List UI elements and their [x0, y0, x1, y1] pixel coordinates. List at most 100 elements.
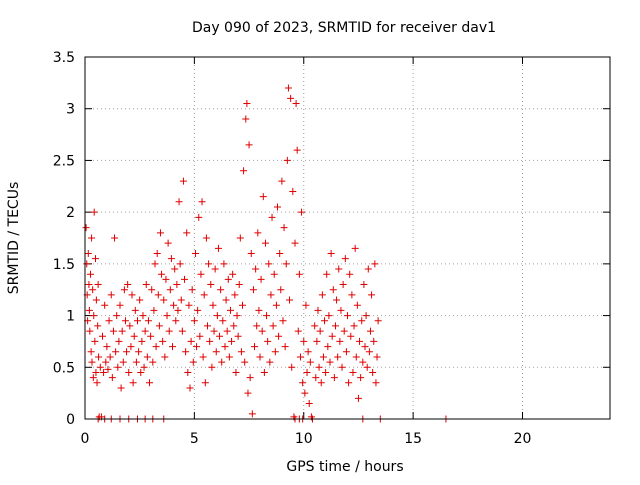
data-point [146, 379, 154, 387]
data-point [291, 239, 299, 247]
data-point [193, 343, 201, 351]
data-point [322, 368, 330, 376]
data-point [91, 337, 99, 345]
data-point [268, 213, 276, 221]
data-point [179, 177, 187, 185]
data-point [87, 348, 95, 356]
data-point [175, 198, 183, 206]
data-point [255, 306, 263, 314]
data-point [251, 343, 259, 351]
data-point [226, 306, 234, 314]
data-point [306, 358, 314, 366]
data-point [230, 322, 238, 330]
data-point [85, 306, 93, 314]
data-point [218, 358, 226, 366]
data-point [239, 301, 246, 309]
data-point [295, 270, 303, 278]
data-point [345, 379, 353, 387]
data-point [240, 167, 248, 175]
data-point [207, 281, 215, 289]
data-point [158, 270, 166, 278]
data-point [144, 317, 152, 325]
data-point [289, 187, 297, 195]
data-point [234, 332, 242, 340]
data-point [167, 255, 175, 263]
data-point [371, 260, 379, 268]
y-tick-label: 0.5 [53, 360, 75, 376]
data-point [147, 332, 155, 340]
data-point [155, 322, 163, 330]
data-point [140, 363, 148, 371]
data-point [182, 348, 190, 356]
data-point [360, 281, 368, 289]
data-point [351, 244, 359, 252]
data-point [141, 327, 149, 335]
data-point [174, 306, 182, 314]
data-point [104, 365, 112, 373]
data-point [165, 327, 173, 335]
data-point [334, 353, 342, 361]
data-point [117, 384, 125, 392]
data-point [89, 374, 97, 382]
data-point [304, 348, 312, 356]
data-point [298, 208, 306, 216]
data-point [302, 301, 310, 309]
data-point [109, 327, 117, 335]
data-point [305, 399, 313, 407]
data-point [301, 389, 309, 397]
data-point [83, 260, 91, 268]
data-point [271, 348, 279, 356]
data-point [328, 332, 336, 340]
data-point [151, 260, 159, 268]
data-point [95, 353, 103, 361]
data-point [159, 337, 167, 345]
data-point [315, 363, 323, 371]
data-point [350, 322, 358, 330]
data-point [352, 353, 360, 361]
grid [85, 57, 610, 419]
data-point [136, 296, 144, 304]
data-point [187, 337, 195, 345]
data-point [269, 322, 277, 330]
data-point [162, 275, 170, 283]
data-point [88, 358, 96, 366]
data-point [92, 296, 100, 304]
data-point [363, 363, 371, 371]
data-point [138, 337, 146, 345]
data-point [199, 353, 207, 361]
data-point [202, 234, 210, 242]
data-point [293, 146, 301, 154]
data-point [217, 286, 225, 294]
data-point [236, 234, 244, 242]
data-point [189, 358, 197, 366]
data-point [160, 296, 168, 304]
data-point [220, 260, 228, 268]
data-point [286, 296, 294, 304]
data-point [183, 229, 191, 237]
data-point [361, 343, 369, 351]
data-point [232, 368, 240, 376]
data-point [284, 84, 292, 92]
data-point [177, 296, 185, 304]
x-axis-label: GPS time / hours [286, 459, 403, 475]
y-tick-label: 3.5 [53, 50, 75, 66]
y-tick-label: 1.5 [53, 257, 75, 273]
data-point [216, 332, 224, 340]
y-tick-label: 2 [66, 205, 75, 221]
data-point [125, 368, 133, 376]
data-point [184, 368, 192, 376]
data-point [316, 327, 324, 335]
data-point [114, 363, 122, 371]
data-point [339, 281, 347, 289]
data-point [272, 301, 280, 309]
data-point [96, 363, 104, 371]
data-point [142, 281, 150, 289]
data-point [229, 270, 237, 278]
data-point [149, 358, 157, 366]
data-point [173, 281, 181, 289]
data-point [185, 301, 193, 309]
data-point [294, 327, 302, 335]
data-point [156, 229, 164, 237]
